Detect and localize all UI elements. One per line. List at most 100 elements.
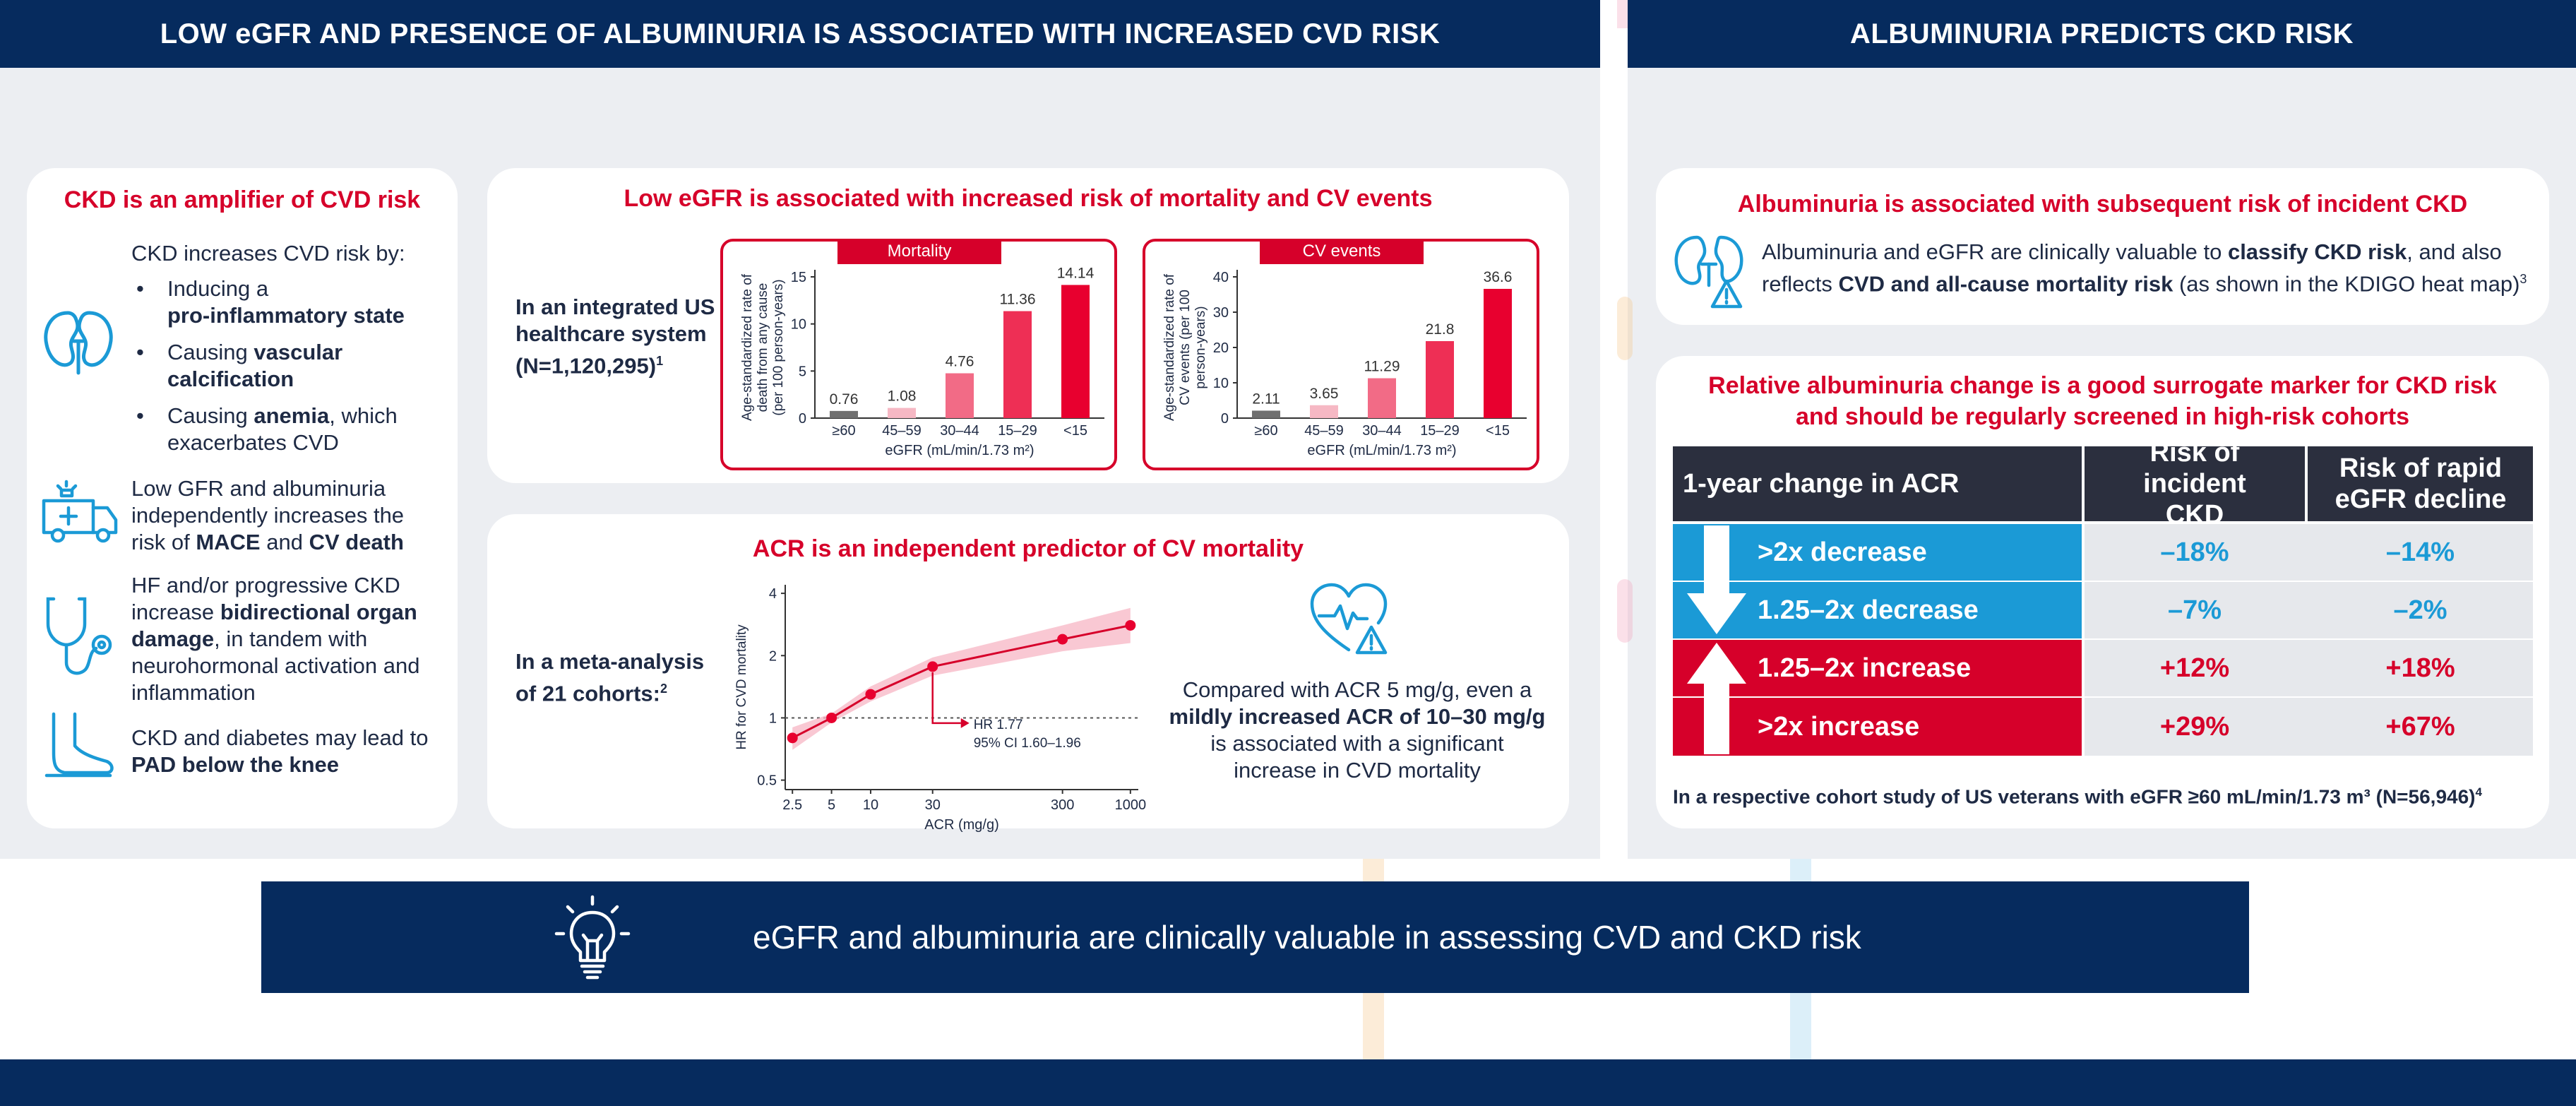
table-header-ckd: Risk of incident CKD	[2085, 438, 2304, 530]
table-row	[1673, 698, 2082, 756]
table-header-egfr: Risk of rapid eGFR decline	[2308, 446, 2533, 521]
mortality-ylabel: death from any cause	[756, 283, 770, 412]
acr-point	[927, 661, 938, 672]
albuminuria-title: Albuminuria is associated with subsequen…	[1737, 191, 2468, 218]
ambulance-icon	[42, 480, 118, 543]
cell-egfr-row-1: –14%	[2385, 537, 2455, 567]
acr-hr-line-chart: HR for CVD mortality 0.5 1 2 4 2.5 5 10 30 300 100…	[734, 585, 1146, 832]
cv-events-chart-title: CV events	[1260, 239, 1424, 264]
cell-egfr-row-4: +67%	[2385, 712, 2455, 742]
acr-study-label: In a meta-analysis of 21 cohorts:2	[515, 648, 727, 707]
mortality-value-label: 14.14	[1057, 265, 1095, 281]
surrogate-footnote-sup: 4	[2475, 785, 2482, 799]
mortality-category-label: ≥60	[832, 423, 855, 439]
albuminuria-card: Albuminuria is associated with subsequen…	[1656, 168, 2549, 325]
amplifier-bullet-2: • Causing vascular calcification	[136, 340, 343, 391]
cv-events-value-label: 11.29	[1364, 359, 1400, 375]
heart-alert-icon	[1310, 583, 1388, 655]
albuminuria-text-mid: , and also reflects	[1762, 239, 2502, 297]
acr-annotation-arrow	[931, 672, 961, 725]
cv-events-value-label: 21.8	[1426, 321, 1455, 338]
table-row-line	[2085, 696, 2533, 698]
cv-events-bar	[1426, 341, 1454, 418]
foot-icon	[44, 712, 114, 778]
amplifier-point-4: CKD and diabetes may lead to PAD below t…	[131, 725, 442, 778]
mortality-xlabel: eGFR (mL/min/1.73 m²)	[885, 443, 1034, 458]
key-message-text: eGFR and albuminuria are clinically valu…	[753, 919, 1861, 956]
acr-compare-text: Compared with ACR 5 mg/g, even a mildly …	[1167, 677, 1548, 784]
cv-events-value-label: 36.6	[1484, 269, 1513, 285]
mortality-category-label: 45–59	[882, 423, 922, 439]
cv-events-ytick-label: 20	[1213, 340, 1229, 356]
mortality-ytick-label: 5	[799, 364, 806, 379]
table-divider	[2082, 446, 2085, 756]
acr-ytick-label: 0.5	[757, 773, 777, 789]
cell-ckd-row-1: –18%	[2160, 537, 2229, 567]
ckd-amplifier-card: CKD is an amplifier of CVD risk CKD incr…	[27, 168, 458, 828]
cell-egfr-row-2: –2%	[2393, 595, 2447, 625]
cv-events-bar	[1484, 289, 1512, 418]
amplifier-point-3: HF and/or progressive CKD increase bidir…	[131, 572, 442, 706]
row-label-gt2x-increase: >2x increase	[1758, 712, 1920, 742]
mortality-value-label: 11.36	[1000, 292, 1036, 308]
cv-events-ytick-label: 10	[1213, 376, 1229, 391]
acr-change-table: 1-year change in ACR Risk of incident CK…	[1673, 438, 2533, 756]
mortality-value-label: 0.76	[830, 391, 859, 408]
acr-point	[787, 732, 798, 744]
footer-bar	[0, 1059, 2576, 1106]
cv-events-category-label: ≥60	[1254, 423, 1277, 439]
acr-point	[826, 712, 837, 723]
surrogate-title: Relative albuminuria change is a good su…	[1656, 370, 2549, 432]
amplifier-point-4-bold: PAD below the knee	[131, 752, 339, 777]
acr-xtick-label: 10	[863, 797, 878, 813]
left-header: LOW eGFR AND PRESENCE OF ALBUMINURIA IS …	[0, 0, 1600, 68]
mortality-chart-title: Mortality	[837, 239, 1001, 264]
cv-events-ytick-label: 40	[1213, 270, 1229, 285]
table-row	[1673, 582, 2082, 638]
cv-events-xlabel: eGFR (mL/min/1.73 m²)	[1307, 443, 1456, 458]
mortality-ylabel: Age-standardized rate of	[740, 273, 755, 421]
row-label-125-2x-decrease: 1.25–2x decrease	[1758, 595, 1979, 625]
table-header-acr: 1-year change in ACR	[1683, 469, 1960, 499]
cv-events-ylabel: person-years)	[1193, 306, 1208, 388]
acr-title: ACR is an independent predictor of CV mo…	[752, 535, 1304, 562]
cv-events-ylabel: Age-standardized rate of	[1162, 273, 1177, 421]
surrogate-title-line-1: Relative albuminuria change is a good su…	[1708, 372, 2497, 399]
acr-study-text: In a meta-analysis of 21 cohorts:	[515, 649, 705, 706]
mortality-bar	[1003, 311, 1032, 418]
increase-arrow-icon	[1687, 643, 1746, 754]
cv-events-ytick-label: 30	[1213, 305, 1229, 321]
amplifier-bullet-3: • Causing anemia, which exacerbates CVD	[136, 403, 398, 455]
amplifier-bullet-1-bold: pro-inflammatory state	[167, 303, 405, 328]
cv-events-category-label: <15	[1486, 423, 1510, 439]
acr-confidence-band	[792, 607, 1131, 750]
table-row	[1673, 524, 2082, 581]
acr-compare-bold: mildly increased ACR of 10–30 mg/g	[1169, 704, 1546, 729]
cv-events-category-label: 15–29	[1420, 423, 1460, 439]
cv-events-bar-chart: Age-standardized rate of CV events (per 1…	[1162, 269, 1527, 458]
acr-annotation-arrowhead	[960, 718, 970, 728]
table-header-egfr-text: Risk of rapid eGFR decline	[2334, 453, 2507, 514]
key-message-banner: eGFR and albuminuria are clinically valu…	[261, 881, 2249, 993]
acr-point	[1125, 619, 1136, 631]
table-cells-bg	[2085, 524, 2533, 756]
albuminuria-text-bold-1: classify CKD risk	[2227, 239, 2407, 264]
acr-hr-line	[792, 624, 1131, 739]
acr-xtick-label: 5	[828, 797, 835, 813]
mortality-value-label: 4.76	[946, 354, 974, 370]
acr-ylabel: HR for CVD mortality	[734, 624, 749, 750]
mortality-bar	[888, 408, 916, 418]
amplifier-point-2-mid: and	[266, 530, 303, 554]
acr-ytick-label: 4	[769, 586, 777, 602]
surrogate-card: Relative albuminuria change is a good su…	[1656, 356, 2549, 828]
table-row	[1673, 640, 2082, 696]
mortality-ytick-label: 0	[799, 411, 806, 427]
kidney-icon	[44, 311, 113, 375]
albuminuria-text-pre: Albuminuria and eGFR are clinically valu…	[1762, 239, 2222, 264]
amplifier-point-2-mace: MACE	[196, 530, 261, 554]
egfr-study-text: In an integrated US healthcare system (N…	[515, 295, 715, 379]
cell-egfr-row-3: +18%	[2385, 653, 2455, 683]
cv-events-value-label: 3.65	[1310, 386, 1339, 402]
decorative-curve	[1617, 579, 1633, 643]
table-row-line	[2085, 581, 2533, 582]
